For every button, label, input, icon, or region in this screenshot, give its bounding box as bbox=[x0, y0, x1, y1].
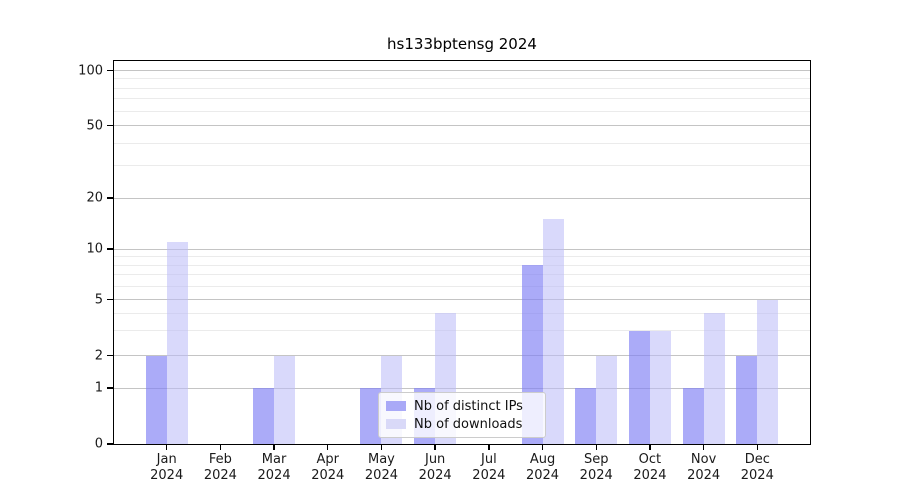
minor-gridline-9 bbox=[114, 256, 810, 258]
x-tick-aug bbox=[541, 445, 544, 450]
minor-gridline-3 bbox=[114, 330, 810, 332]
bar-downloads-nov bbox=[703, 313, 725, 444]
y-tick-label-1: 1 bbox=[94, 380, 103, 396]
minor-gridline-60 bbox=[114, 110, 810, 112]
minor-gridline-30 bbox=[114, 165, 810, 167]
bar-ips-jan bbox=[145, 355, 167, 444]
x-tick-may bbox=[380, 445, 383, 450]
legend: Nb of distinct IPs Nb of downloads bbox=[378, 392, 546, 438]
bar-ips-sep bbox=[575, 388, 597, 444]
x-tick-label-jan: Jan 2024 bbox=[150, 452, 184, 483]
y-tick-2 bbox=[107, 354, 113, 357]
bar-downloads-aug bbox=[542, 219, 564, 444]
x-tick-label-apr: Apr 2024 bbox=[311, 452, 345, 483]
legend-item-distinct-ips: Nb of distinct IPs bbox=[386, 398, 539, 414]
minor-gridline-7 bbox=[114, 274, 810, 276]
bar-downloads-mar bbox=[274, 355, 296, 444]
bar-downloads-sep bbox=[596, 355, 618, 444]
x-tick-label-may: May 2024 bbox=[364, 452, 398, 483]
minor-gridline-4 bbox=[114, 312, 810, 314]
y-tick-1 bbox=[107, 387, 113, 389]
y-tick-label-5: 5 bbox=[94, 292, 103, 307]
x-tick-label-aug: Aug 2024 bbox=[525, 452, 560, 483]
minor-gridline-70 bbox=[114, 98, 810, 100]
bar-ips-nov bbox=[682, 388, 704, 444]
major-gridline-10 bbox=[114, 248, 810, 250]
minor-gridline-6 bbox=[114, 285, 810, 287]
y-tick-50 bbox=[107, 124, 113, 127]
downloads-swatch-icon bbox=[386, 419, 406, 429]
distinct-ips-swatch-icon bbox=[386, 401, 406, 411]
y-tick-5 bbox=[107, 298, 113, 301]
x-tick-jun bbox=[434, 445, 436, 450]
bar-ips-dec bbox=[736, 355, 758, 444]
legend-label-distinct-ips: Nb of distinct IPs bbox=[414, 398, 523, 414]
x-tick-dec bbox=[756, 445, 758, 450]
major-gridline-2 bbox=[114, 355, 810, 356]
x-tick-apr bbox=[327, 445, 329, 450]
x-tick-jan bbox=[165, 445, 168, 450]
x-tick-label-oct: Oct 2024 bbox=[633, 452, 667, 483]
bar-ips-mar bbox=[253, 388, 275, 444]
x-tick-jul bbox=[488, 445, 490, 450]
y-tick-10 bbox=[107, 248, 113, 250]
x-tick-label-sep: Sep 2024 bbox=[579, 452, 613, 483]
x-tick-label-feb: Feb 2024 bbox=[203, 452, 237, 483]
x-tick-label-mar: Mar 2024 bbox=[257, 452, 291, 483]
minor-gridline-8 bbox=[114, 264, 810, 266]
bar-downloads-oct bbox=[649, 330, 671, 444]
minor-gridline-80 bbox=[114, 87, 810, 89]
y-tick-label-10: 10 bbox=[86, 241, 103, 257]
x-tick-label-jun: Jun 2024 bbox=[418, 452, 452, 483]
x-tick-label-nov: Nov 2024 bbox=[687, 452, 721, 483]
y-tick-label-20: 20 bbox=[86, 190, 103, 206]
x-tick-sep bbox=[595, 445, 597, 450]
x-tick-oct bbox=[649, 445, 651, 450]
y-tick-label-100: 100 bbox=[78, 63, 103, 78]
major-gridline-5 bbox=[114, 299, 810, 300]
y-tick-20 bbox=[107, 197, 113, 199]
bar-ips-oct bbox=[628, 330, 650, 444]
major-gridline-1 bbox=[114, 387, 810, 389]
minor-gridline-90 bbox=[114, 78, 810, 80]
legend-item-downloads: Nb of downloads bbox=[386, 416, 539, 432]
legend-label-downloads: Nb of downloads bbox=[414, 416, 523, 432]
x-tick-label-jul: Jul 2024 bbox=[472, 452, 506, 483]
y-tick-label-50: 50 bbox=[86, 118, 103, 133]
y-tick-label-0: 0 bbox=[94, 436, 103, 452]
bar-downloads-jan bbox=[166, 241, 188, 444]
major-gridline-50 bbox=[114, 125, 810, 126]
major-gridline-20 bbox=[114, 197, 810, 199]
y-tick-label-2: 2 bbox=[94, 348, 103, 363]
x-tick-feb bbox=[219, 445, 222, 450]
y-tick-0 bbox=[107, 443, 113, 445]
plot-frame bbox=[113, 60, 811, 445]
x-tick-mar bbox=[273, 445, 275, 450]
bar-downloads-dec bbox=[757, 299, 779, 444]
bar-ips-may bbox=[360, 388, 382, 444]
chart-title: hs133bptensg 2024 bbox=[387, 35, 537, 53]
major-gridline-100 bbox=[114, 70, 810, 71]
minor-gridline-40 bbox=[114, 142, 810, 144]
x-tick-nov bbox=[702, 445, 705, 450]
y-tick-100 bbox=[107, 69, 113, 72]
x-tick-label-dec: Dec 2024 bbox=[740, 452, 774, 483]
